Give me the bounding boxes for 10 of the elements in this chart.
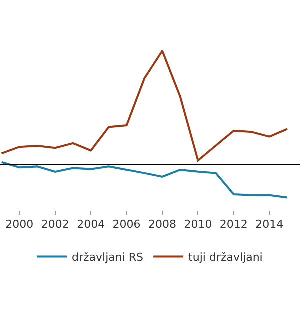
legend-label: državljani RS [72, 251, 144, 264]
x-tick-label: 2008 [148, 218, 176, 232]
x-tick-label: 2002 [41, 218, 70, 232]
x-tick-label: 2012 [220, 218, 248, 232]
x-tick-label: 2010 [184, 218, 212, 232]
x-tick-label: 2004 [77, 218, 106, 232]
x-tick-label: 2000 [6, 218, 34, 232]
x-tick-label: 2006 [112, 218, 141, 232]
legend-label: tuji državljani [188, 251, 263, 264]
x-tick-label: 2014 [256, 218, 284, 232]
